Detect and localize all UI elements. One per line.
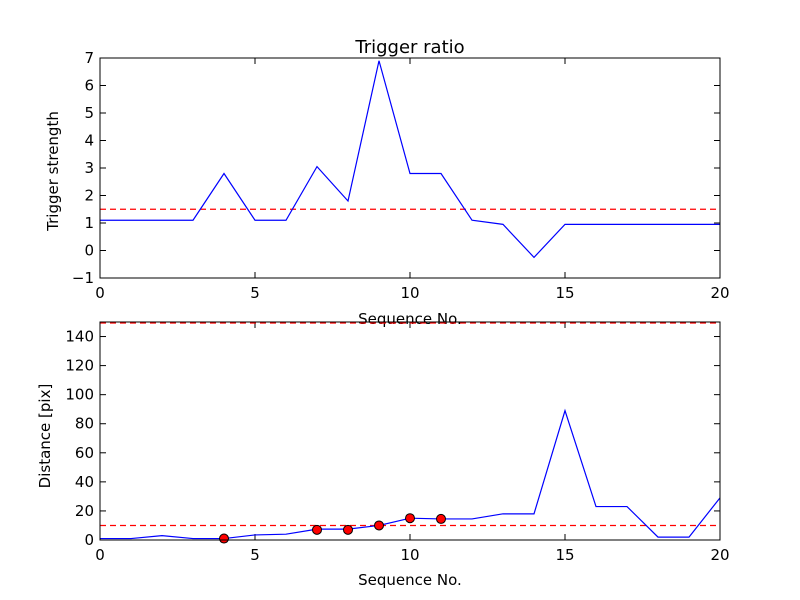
x-axis-label: Sequence No. (358, 571, 462, 589)
y-tick-label: 1 (84, 214, 94, 232)
x-tick-label: 0 (95, 284, 105, 302)
y-tick-label: −1 (72, 269, 94, 287)
x-tick-label: 20 (710, 546, 729, 564)
y-tick-label: 120 (65, 357, 94, 375)
y-tick-label: 3 (84, 159, 94, 177)
x-tick-label: 5 (250, 284, 260, 302)
axes-frame (99, 57, 721, 279)
data-point-marker (343, 524, 353, 535)
x-tick-label: 0 (95, 546, 105, 564)
x-tick-label: 10 (400, 284, 419, 302)
tick-group: 0 5 10 15 20 0 20 40 60 80 100 120 140 (65, 322, 730, 564)
y-tick-label: 20 (75, 502, 94, 520)
x-tick-label: 20 (710, 284, 729, 302)
trigger-ratio-plot: Trigger ratio Trigger strength Sequence … (44, 37, 730, 328)
y-axis-label: Trigger strength (44, 111, 62, 232)
x-tick-label: 10 (400, 546, 419, 564)
series-group (100, 60, 720, 259)
x-tick-label: 5 (250, 546, 260, 564)
y-tick-label: 0 (84, 242, 94, 260)
data-point-marker (405, 513, 415, 524)
y-tick-label: 0 (84, 531, 94, 549)
y-tick-label: 5 (84, 104, 94, 122)
x-tick-label: 15 (555, 546, 574, 564)
data-point-marker (312, 524, 322, 535)
y-tick-label: 4 (84, 132, 94, 150)
y-axis-label: Distance [pix] (36, 384, 54, 489)
threshold-group (100, 322, 720, 527)
series-line (100, 60, 720, 259)
marker-group (219, 513, 446, 544)
y-tick-label: 7 (84, 49, 94, 67)
chart-title: Trigger ratio (354, 37, 464, 58)
x-tick-label: 15 (555, 284, 574, 302)
y-tick-label: 140 (65, 328, 94, 346)
data-point-marker (374, 520, 384, 531)
data-point-marker (436, 513, 446, 524)
y-tick-label: 60 (75, 444, 94, 462)
y-tick-label: 80 (75, 415, 94, 433)
y-tick-label: 6 (84, 77, 94, 95)
distance-plot: Distance [pix] Sequence No. 0 5 10 15 20 0 20 4… (36, 321, 730, 589)
y-tick-label: 40 (75, 473, 94, 491)
y-tick-label: 100 (65, 386, 94, 404)
axes-frame (99, 321, 721, 541)
data-point-marker (219, 533, 229, 544)
y-tick-label: 2 (84, 187, 94, 205)
